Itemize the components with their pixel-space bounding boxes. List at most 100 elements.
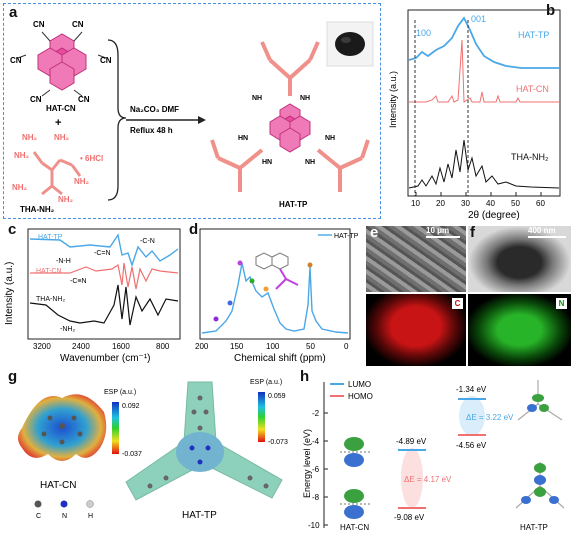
ftir-xtick-3: 800 (156, 342, 170, 351)
panel-label-g: g (8, 368, 18, 385)
xrd-xtick-2: 30 (461, 199, 470, 208)
hat-cn-esp-max: 0.092 (122, 403, 140, 410)
nh2-label-2: NH₂ (54, 133, 70, 142)
hat-cn-name: HAT-CN (340, 523, 369, 532)
panel-label-e: e (370, 224, 379, 241)
nh2-label-5: NH₂ (12, 183, 28, 192)
hat-cn-esp-name: HAT-CN (40, 480, 76, 491)
xrd-xlabel: 2θ (degree) (468, 210, 520, 221)
nmr-xtick-3: 50 (306, 342, 315, 351)
ftir-annot-nh2: -NH₂ (60, 326, 75, 333)
nh2-label-4: NH₂ (74, 177, 90, 186)
hat-tp-gap: ΔE = 3.22 eV (466, 413, 514, 422)
nh2-label-1: NH₂ (22, 133, 38, 142)
nh2-label-6: NH₂ (58, 195, 74, 204)
cn-label-3: CN (10, 56, 22, 65)
nmr-structure-inset (255, 252, 299, 290)
conditions-bottom: Reflux 48 h (130, 126, 173, 135)
xrd-xtick-4: 50 (511, 199, 520, 208)
nmr-curve (201, 262, 349, 334)
n-element-map (468, 294, 571, 366)
xrd-curve-tha (408, 139, 560, 189)
ftir-curve-hat-cn (30, 262, 179, 290)
nh2-label-3: NH₂ (14, 151, 30, 160)
hat-tp-esp-max: 0.059 (268, 393, 286, 400)
plus-sign: + (55, 117, 61, 129)
reactant-brace (107, 39, 127, 201)
hat-cn-orbitals (344, 437, 364, 519)
reaction-scheme: CN CN CN CN CN CN HAT-CN + NH₂ NH₂ NH₂ N… (10, 20, 374, 214)
sem-scale-text: 10 μm (426, 226, 450, 235)
panel-g: g ESP (a.u.) 0.092 -0.037 (0, 368, 300, 535)
xrd-peak-001: 001 (471, 14, 486, 24)
energy-ytick-2: -6 (312, 465, 320, 474)
panel-h: h Energy level (eV) -2 -4 -6 -8 -10 LUMO… (300, 368, 571, 535)
tha-nh2-molecule (32, 151, 82, 196)
atom-legend-h: H (88, 513, 93, 520)
hat-cn-homo-value: -9.08 eV (394, 513, 425, 522)
nh-label-1: NH (252, 95, 262, 102)
ftir-curve-tha (29, 284, 179, 326)
hat-tp-homo-value: -4.56 eV (456, 441, 487, 450)
esp-title-1: ESP (a.u.) (104, 389, 136, 396)
nmr-xtick-4: 0 (344, 342, 349, 351)
energy-ytick-3: -8 (312, 493, 320, 502)
ftir-annot-cn-single: -C-N (140, 238, 155, 245)
nmr-xlabel: Chemical shift (ppm) (234, 353, 326, 364)
xrd-curve-hat-tp (408, 16, 559, 69)
nmr-chart: 200 150 100 50 0 Chemical shift (ppm) HA… (195, 228, 359, 364)
hat-tp-esp-surface (125, 381, 283, 501)
c-map-label: C (452, 298, 463, 309)
panel-a: a CN CN CN CN CN CN HAT-CN + (0, 0, 385, 225)
nmr-xtick-1: 150 (230, 342, 244, 351)
esp-figure: ESP (a.u.) 0.092 -0.037 HAT-CN C N H ESP… (18, 379, 288, 521)
ftir-legend-tha: THA-NH₂ (36, 296, 65, 303)
tem-scale-text: 400 nm (528, 226, 556, 235)
hat-cn-molecule (17, 31, 107, 97)
product-photo (326, 21, 374, 67)
nmr-xtick-0: 200 (195, 342, 209, 351)
ftir-legend-hat-cn: HAT-CN (36, 268, 62, 275)
n-map-label: N (556, 298, 567, 309)
energy-ylabel: Energy level (eV) (302, 429, 312, 498)
hat-cn-esp-min: -0.037 (122, 451, 142, 458)
atom-legend-n: N (62, 513, 67, 520)
xrd-legend-hat-tp: HAT-TP (518, 30, 549, 40)
reactant1-name: HAT-CN (46, 104, 76, 113)
energy-ytick-4: -10 (308, 521, 320, 530)
nmr-legend: HAT-TP (334, 233, 359, 240)
c-element-map (366, 294, 466, 366)
hat-tp-molecule (210, 41, 370, 192)
panel-label-h: h (300, 368, 310, 385)
hat-cn-colorbar (112, 402, 119, 454)
ftir-curve-hat-tp (29, 233, 179, 268)
hat-tp-colorbar (258, 392, 265, 442)
panel-label-d: d (189, 221, 199, 238)
hn-label-1: NH (300, 95, 310, 102)
panel-label-a: a (9, 4, 18, 21)
hcl-salt: • 6HCl (80, 154, 103, 163)
energy-diagram: Energy level (eV) -2 -4 -6 -8 -10 LUMO H… (302, 380, 565, 532)
cn-label-6: CN (78, 95, 90, 104)
nmr-xtick-2: 100 (266, 342, 280, 351)
panel-c: c Intensity (a.u.) Wavenumber (cm⁻¹) 320… (0, 221, 186, 365)
sem-scalebar (426, 236, 460, 238)
ftir-annot-cn-double: -C=N (94, 250, 111, 257)
hat-tp-esp-min: -0.073 (268, 439, 288, 446)
xrd-legend-hat-cn: HAT-CN (516, 84, 549, 94)
hat-tp-lumo-value: -1.34 eV (456, 385, 487, 394)
conditions-top: Na₂CO₃ DMF (130, 105, 179, 114)
legend-lumo: LUMO (348, 380, 371, 389)
reactant2-name: THA-NH₂ (20, 205, 55, 214)
xrd-xtick-3: 40 (486, 199, 495, 208)
atom-legend-c: C (36, 513, 41, 520)
xrd-peak-100: 100 (416, 28, 431, 38)
hat-cn-lumo-value: -4.89 eV (396, 437, 427, 446)
xrd-ylabel: Intensity (a.u.) (388, 71, 398, 128)
ftir-ylabel: Intensity (a.u.) (4, 262, 15, 325)
panel-b: b Intensity (a.u.) 2θ (degree) 10 20 30 … (386, 0, 571, 225)
panel-ef: e f 10 μm 400 nm C N (366, 224, 571, 366)
ftir-legend-hat-tp: HAT-TP (38, 234, 63, 241)
ftir-xtick-2: 1600 (112, 342, 130, 351)
xrd-xtick-5: 60 (536, 199, 545, 208)
